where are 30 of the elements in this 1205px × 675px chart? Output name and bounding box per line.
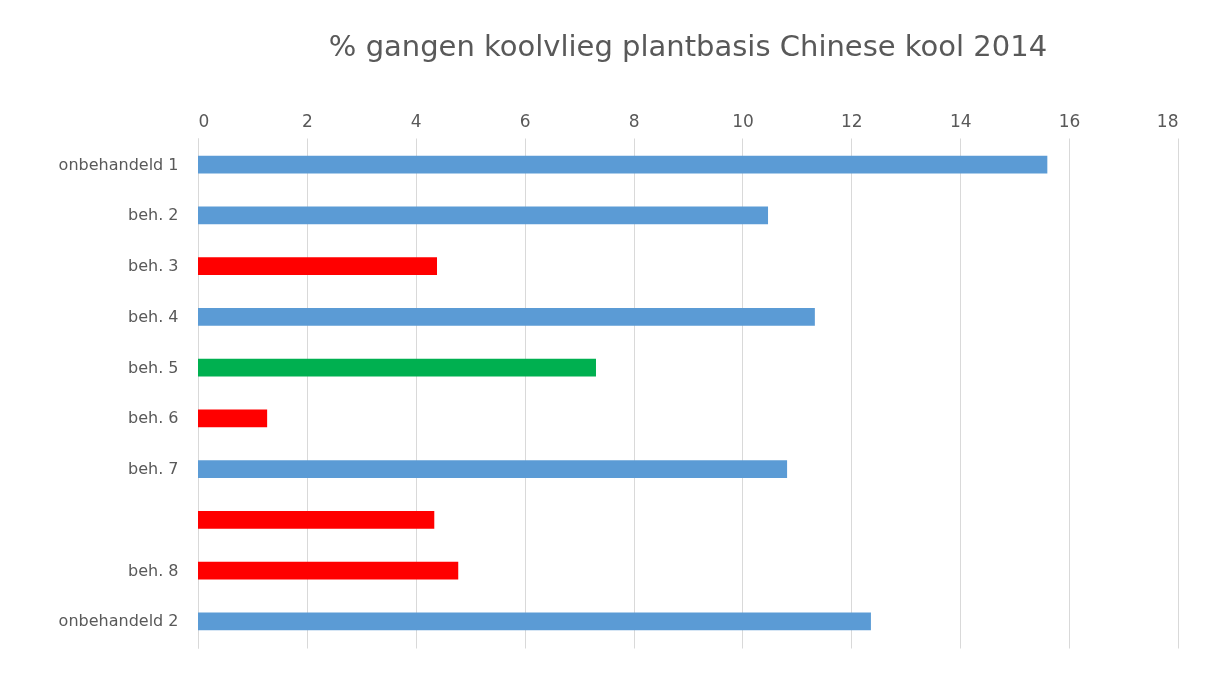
bar — [198, 358, 596, 377]
bar — [198, 561, 459, 580]
bar — [198, 257, 438, 276]
x-tick-label: 2 — [301, 110, 313, 131]
x-tick-label: 8 — [628, 110, 640, 131]
bar — [198, 308, 815, 326]
y-tick-label: onbehandeld 1 — [58, 154, 179, 174]
x-tick-label: 6 — [519, 110, 531, 131]
x-tick-label: 14 — [949, 110, 972, 131]
x-tick-label: 12 — [841, 110, 863, 131]
y-tick-label: beh. 8 — [128, 560, 179, 580]
bar — [198, 510, 435, 529]
y-tick-label: beh. 2 — [128, 205, 179, 225]
bar — [198, 460, 788, 478]
y-tick-label: beh. 7 — [128, 459, 179, 479]
bar — [198, 612, 871, 631]
chart-title: % gangen koolvlieg plantbasis Chinese kool 2014 — [328, 29, 1048, 63]
x-tick-label: 4 — [410, 110, 422, 131]
y-tick-label: beh. 5 — [128, 357, 179, 377]
x-tick-label: 18 — [1156, 110, 1179, 131]
y-tick-label: beh. 6 — [128, 408, 179, 428]
y-tick-label: beh. 3 — [128, 256, 179, 276]
x-tick-label: 16 — [1058, 110, 1081, 131]
y-tick-label: onbehandeld 2 — [58, 611, 179, 631]
y-tick-label: beh. 4 — [128, 306, 179, 326]
bar — [198, 155, 1048, 174]
bar — [198, 409, 268, 428]
x-tick-label: 10 — [732, 110, 754, 131]
bar — [198, 206, 769, 225]
x-tick-label: 0 — [198, 110, 210, 131]
